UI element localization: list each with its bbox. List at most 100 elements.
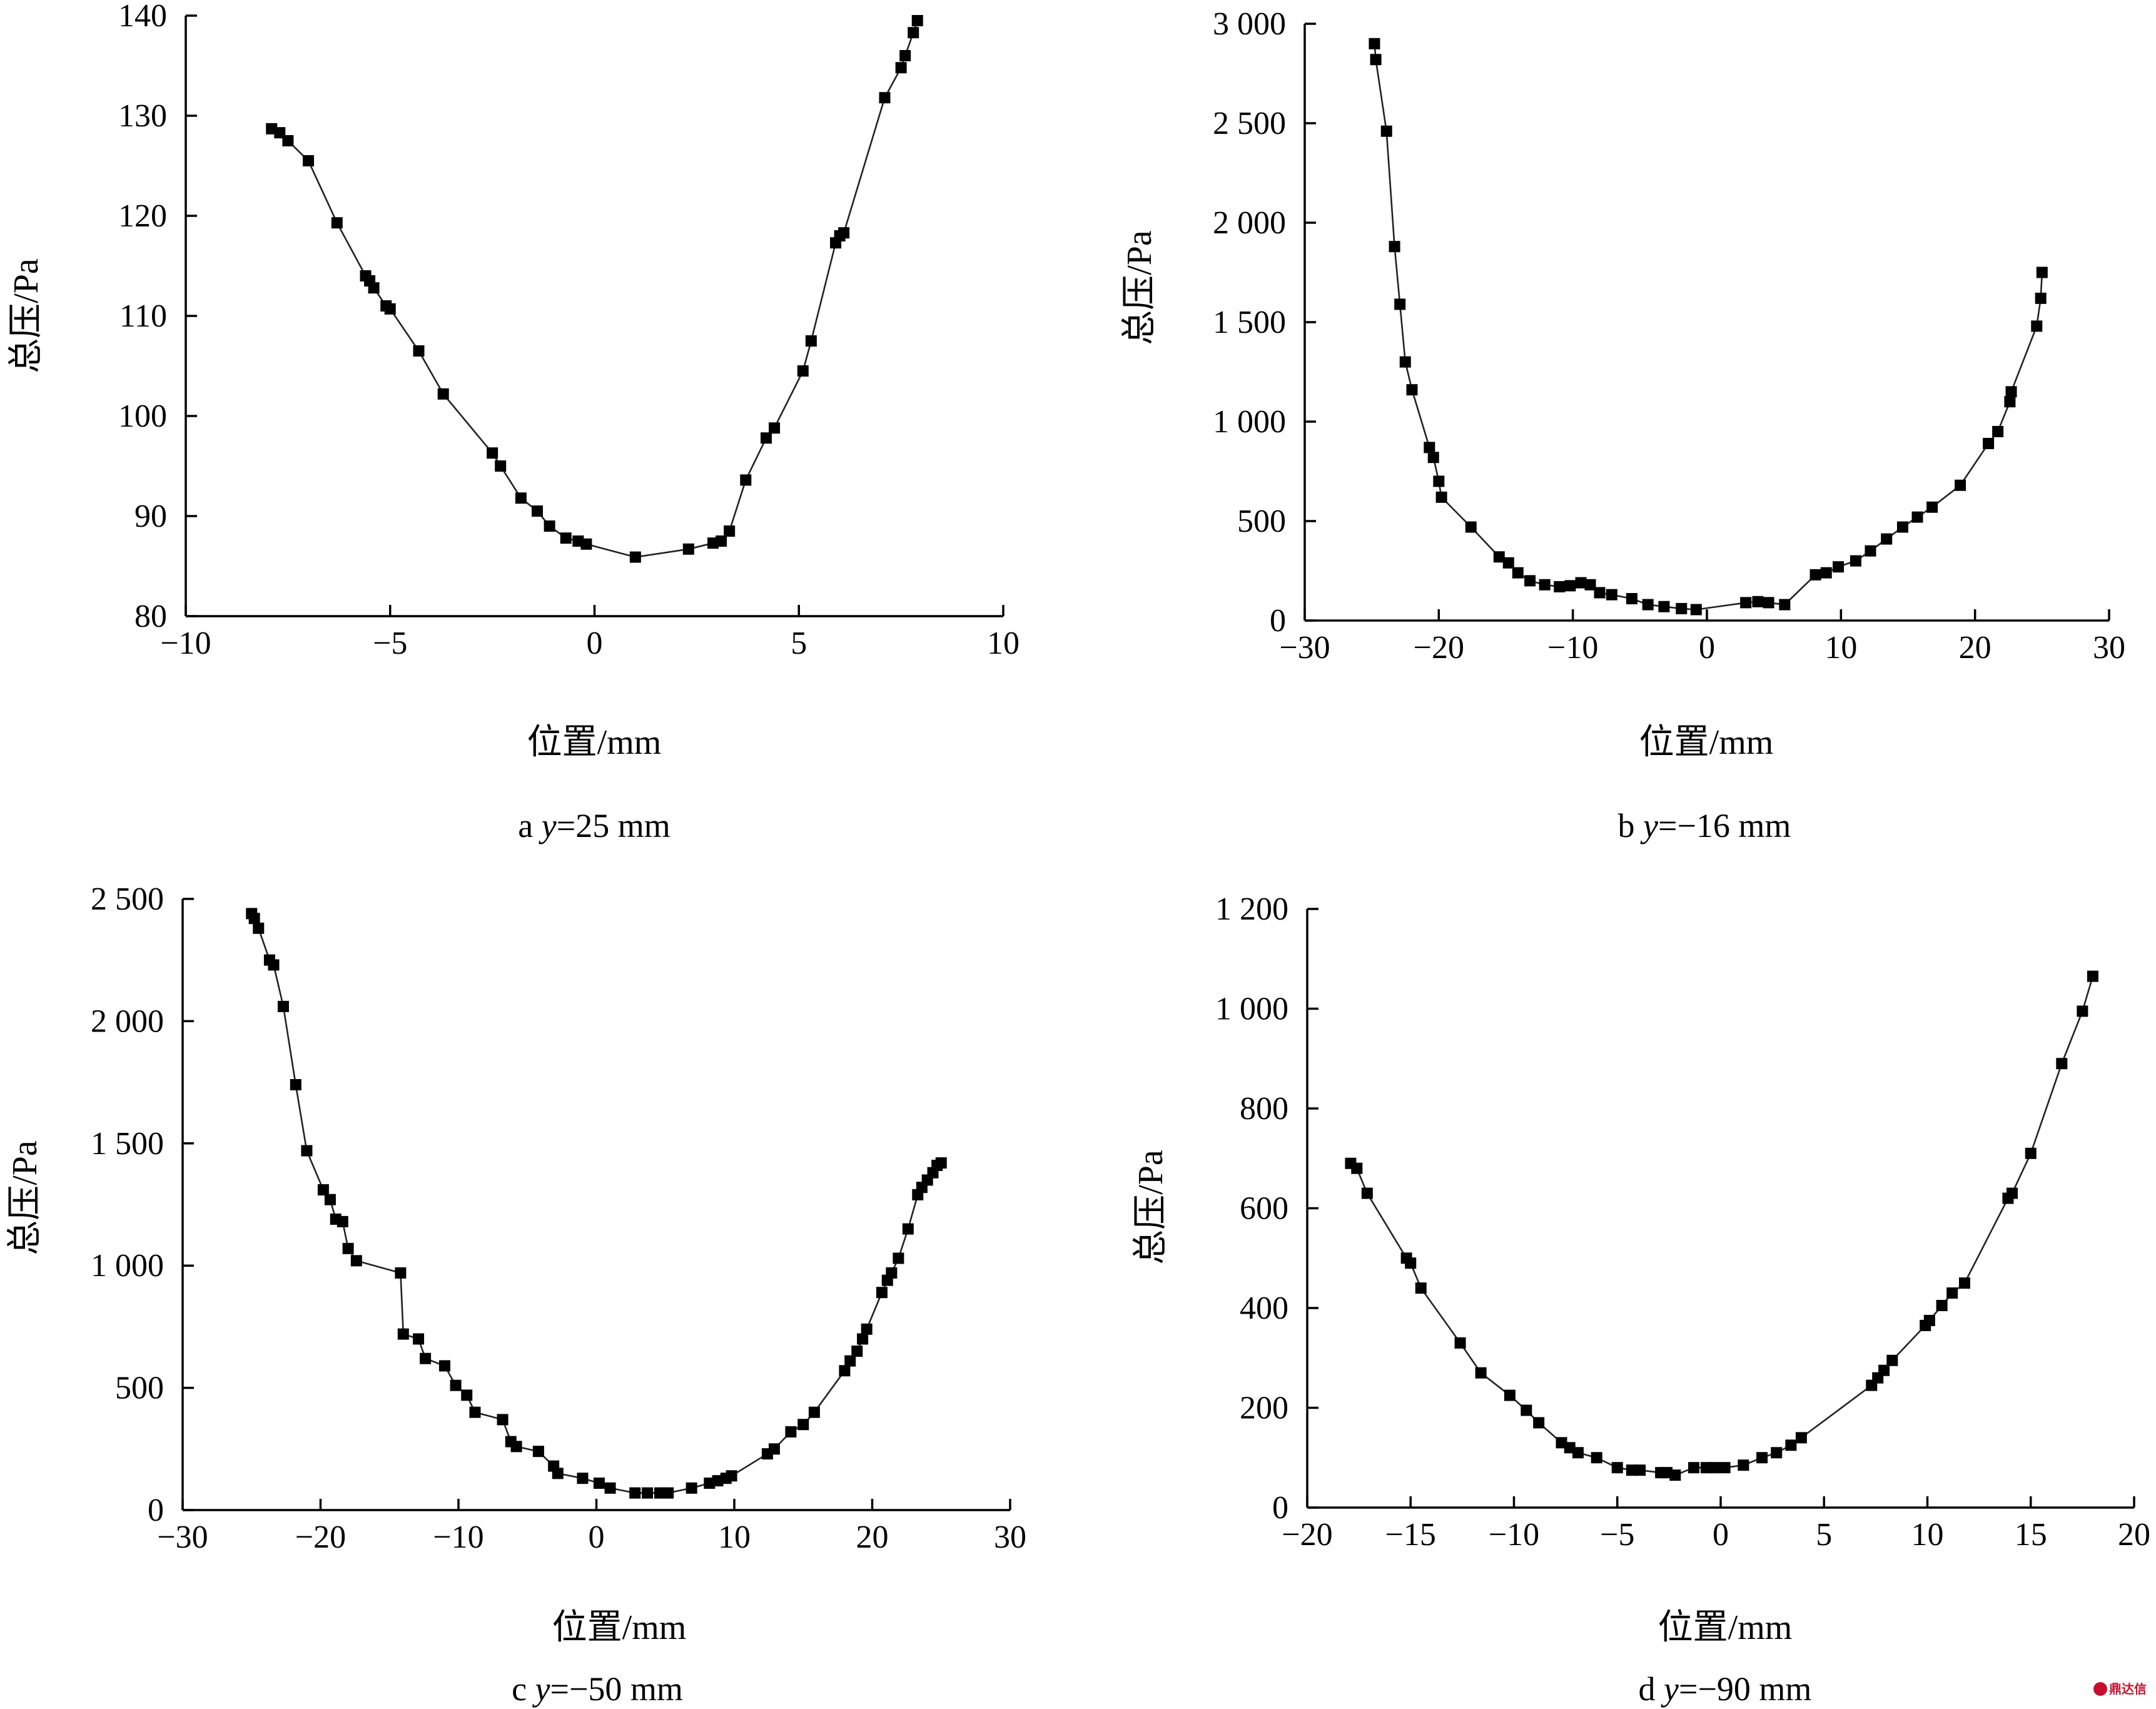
y-axis-title: 总压/Pa bbox=[7, 258, 46, 373]
series bbox=[266, 15, 923, 563]
x-tick-label: −5 bbox=[1600, 1517, 1634, 1553]
data-point-marker bbox=[1394, 298, 1406, 310]
x-tick-label: −10 bbox=[1489, 1517, 1539, 1553]
panel-caption: d y=−90 mm bbox=[1639, 1670, 1812, 1708]
data-point-marker bbox=[301, 1145, 313, 1157]
data-point-marker bbox=[1564, 580, 1576, 592]
data-point-marker bbox=[1406, 384, 1418, 396]
y-tick-label: 2 500 bbox=[91, 881, 164, 917]
x-tick-label: 15 bbox=[2015, 1517, 2047, 1553]
y-tick-label: 600 bbox=[1240, 1191, 1288, 1227]
y-axis-title: 总压/Pa bbox=[1120, 230, 1159, 345]
data-point-marker bbox=[1946, 1287, 1958, 1299]
data-point-marker bbox=[1606, 589, 1617, 601]
data-point-marker bbox=[1533, 1417, 1545, 1429]
caption-variable: y bbox=[539, 807, 557, 844]
data-point-marker bbox=[662, 1487, 674, 1499]
data-point-marker bbox=[1594, 587, 1606, 599]
x-tick-label: 10 bbox=[1825, 630, 1857, 666]
data-point-marker bbox=[768, 1443, 780, 1455]
panel-caption: c y=−50 mm bbox=[512, 1670, 683, 1708]
x-tick-label: −10 bbox=[433, 1519, 483, 1555]
watermark-text: 鼎达信 bbox=[2109, 1681, 2147, 1696]
data-point-marker bbox=[397, 1328, 409, 1340]
data-point-marker bbox=[760, 432, 772, 444]
data-point-marker bbox=[384, 303, 396, 315]
data-point-marker bbox=[1575, 577, 1587, 589]
x-tick-label: −10 bbox=[160, 626, 211, 661]
y-tick-label: 1 000 bbox=[1213, 404, 1286, 440]
caption-value: =−16 mm bbox=[1658, 807, 1791, 844]
data-point-marker bbox=[726, 1470, 737, 1482]
y-tick-label: 2 000 bbox=[91, 1003, 164, 1039]
data-point-marker bbox=[577, 1473, 589, 1484]
data-point-marker bbox=[413, 1333, 425, 1345]
y-tick-label: 500 bbox=[1237, 504, 1286, 539]
data-point-marker bbox=[935, 1157, 947, 1169]
caption-letter: c bbox=[512, 1670, 527, 1708]
y-tick-label: 200 bbox=[1240, 1391, 1288, 1426]
data-point-marker bbox=[438, 1360, 450, 1372]
data-point-marker bbox=[797, 365, 809, 377]
data-point-marker bbox=[1642, 599, 1654, 611]
y-tick-label: 100 bbox=[118, 398, 167, 434]
data-point-marker bbox=[1740, 597, 1752, 609]
data-point-marker bbox=[544, 520, 555, 532]
data-point-marker bbox=[1504, 1389, 1516, 1401]
data-point-marker bbox=[1992, 425, 2004, 437]
y-tick-label: 400 bbox=[1240, 1291, 1288, 1326]
data-point-marker bbox=[324, 1194, 336, 1205]
data-point-marker bbox=[861, 1323, 873, 1335]
data-point-marker bbox=[1896, 521, 1908, 533]
data-point-marker bbox=[552, 1468, 564, 1479]
data-point-marker bbox=[1512, 567, 1524, 579]
y-ticks: 0 500 1 000 1 500 2 000 2 500 3 000 bbox=[1213, 6, 1316, 639]
data-point-marker bbox=[331, 217, 343, 229]
data-point-marker bbox=[1591, 1452, 1602, 1464]
data-point-marker bbox=[1475, 1367, 1487, 1379]
data-point-marker bbox=[1369, 38, 1380, 49]
data-point-marker bbox=[629, 551, 641, 563]
data-point-marker bbox=[886, 1267, 898, 1279]
data-point-marker bbox=[785, 1426, 797, 1438]
series bbox=[1345, 970, 2098, 1481]
data-point-marker bbox=[629, 1487, 641, 1499]
data-point-marker bbox=[1405, 1257, 1417, 1269]
data-point-marker bbox=[268, 959, 280, 971]
data-point-marker bbox=[532, 1446, 544, 1458]
caption-value: =−90 mm bbox=[1679, 1670, 1811, 1708]
data-point-marker bbox=[1738, 1459, 1749, 1471]
x-axis-title: 位置/mm bbox=[1658, 1608, 1793, 1647]
data-point-marker bbox=[437, 388, 449, 400]
data-point-marker bbox=[2036, 266, 2048, 278]
x-tick-label: 20 bbox=[2118, 1517, 2150, 1553]
x-tick-label: 0 bbox=[1699, 630, 1715, 666]
y-tick-label: 500 bbox=[115, 1371, 164, 1406]
data-point-marker bbox=[1433, 475, 1445, 487]
data-point-marker bbox=[1584, 579, 1596, 591]
y-tick-label: 120 bbox=[118, 198, 167, 234]
watermark-logo: 鼎达信 bbox=[2093, 1681, 2147, 1696]
x-tick-label: 5 bbox=[791, 626, 807, 661]
data-point-marker bbox=[839, 1365, 851, 1377]
data-point-marker bbox=[808, 1406, 820, 1418]
data-point-marker bbox=[604, 1482, 616, 1494]
x-tick-label: 10 bbox=[1911, 1517, 1944, 1553]
data-point-marker bbox=[1493, 551, 1505, 563]
panel-caption: a y=25 mm bbox=[518, 807, 670, 844]
y-ticks: 0 500 1 000 1 500 2 000 2 500 bbox=[91, 881, 194, 1528]
data-point-marker bbox=[497, 1414, 509, 1426]
x-tick-label: −15 bbox=[1385, 1517, 1436, 1553]
data-point-marker bbox=[1465, 521, 1477, 533]
data-point-marker bbox=[2077, 1005, 2088, 1017]
data-point-marker bbox=[469, 1406, 481, 1418]
data-point-marker bbox=[1415, 1282, 1427, 1294]
data-point-marker bbox=[805, 335, 817, 347]
data-point-marker bbox=[1688, 1462, 1700, 1474]
data-point-marker bbox=[395, 1267, 407, 1279]
data-point-marker bbox=[1454, 1337, 1466, 1349]
y-tick-label: 0 bbox=[148, 1493, 164, 1528]
data-point-marker bbox=[580, 538, 592, 550]
data-point-marker bbox=[420, 1352, 432, 1364]
data-point-marker bbox=[1719, 1462, 1731, 1474]
